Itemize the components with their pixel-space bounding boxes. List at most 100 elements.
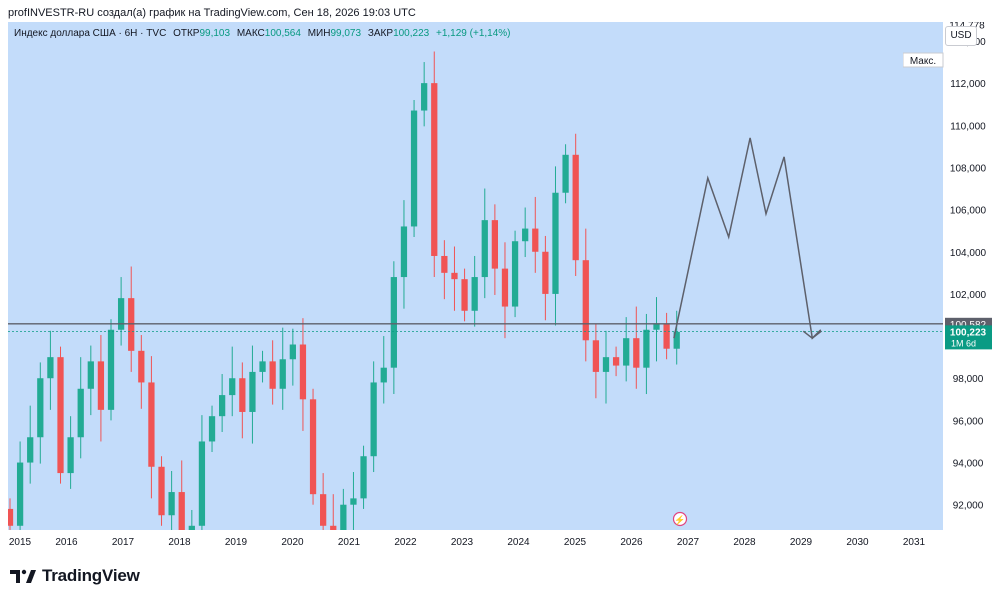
candle — [198, 415, 206, 530]
candle — [320, 473, 327, 530]
candle — [47, 330, 54, 410]
price-chart[interactable]: ⚡ — [8, 22, 943, 530]
tradingview-wordmark: TradingView — [42, 566, 140, 585]
candle — [532, 196, 539, 273]
bar-countdown: 1M 6d — [951, 338, 976, 348]
candle — [178, 460, 185, 530]
candle — [582, 228, 589, 362]
candle — [8, 498, 14, 530]
low-label: МИН — [307, 28, 331, 39]
year-tick-label: 2024 — [507, 537, 530, 548]
max-label-box: Макс. — [903, 52, 944, 68]
candle — [643, 313, 650, 395]
candle — [188, 509, 195, 530]
price-tick-label: 110,000 — [950, 121, 986, 132]
candle — [97, 335, 105, 442]
candle — [117, 277, 125, 346]
price-tick-label: 106,000 — [950, 206, 987, 217]
line-price-value: 100,582 — [950, 320, 987, 331]
candle — [158, 456, 165, 526]
candle — [673, 310, 680, 365]
candle — [562, 144, 569, 204]
candle — [410, 99, 418, 238]
candle — [441, 240, 448, 300]
candle — [542, 235, 549, 321]
year-tick-label: 2023 — [451, 537, 474, 548]
high-value: 100,564 — [264, 28, 301, 39]
currency-button[interactable]: USD — [945, 26, 977, 46]
candle — [148, 356, 155, 499]
candle — [623, 317, 630, 382]
candle — [67, 416, 74, 489]
candle — [37, 362, 44, 464]
candle — [633, 306, 640, 389]
tradingview-logo-icon — [10, 569, 36, 583]
candle — [107, 319, 115, 421]
symbol-legend[interactable]: Индекс доллара США · 6Н · TVC ОТКР99,103… — [14, 28, 511, 39]
year-tick-label: 2015 — [9, 537, 32, 548]
candle — [350, 472, 357, 530]
candle — [289, 328, 296, 386]
candle — [229, 346, 236, 417]
price-tick-label: 104,000 — [950, 248, 987, 259]
candle — [522, 207, 529, 258]
candle — [360, 445, 367, 509]
candle — [663, 312, 670, 360]
candle — [128, 266, 135, 372]
candle — [431, 51, 438, 278]
candle — [491, 204, 499, 295]
open-label: ОТКР — [173, 28, 200, 39]
candle — [481, 188, 488, 299]
candle — [239, 362, 246, 439]
candle — [592, 324, 600, 399]
last-price-value: 100,223 — [950, 327, 987, 338]
year-tick-label: 2025 — [564, 537, 587, 548]
change-value: +1,129 (+1,14%) — [436, 28, 511, 39]
high-label: МАКС — [236, 28, 265, 39]
candle — [400, 200, 408, 309]
price-axis-labels: 92,00094,00096,00098,000100,000102,00010… — [945, 21, 992, 512]
candle — [27, 405, 34, 484]
candle — [57, 346, 64, 484]
close-value: 100,223 — [393, 28, 430, 39]
price-tick-label: 98,000 — [953, 374, 984, 385]
last-price-tag: 100,223 1M 6d — [945, 325, 992, 350]
tradingview-logo[interactable]: TradingView — [10, 566, 140, 586]
candle — [511, 230, 519, 318]
price-tick-label: 94,000 — [953, 459, 984, 470]
year-tick-label: 2026 — [620, 537, 643, 548]
year-tick-label: 2021 — [338, 537, 361, 548]
time-axis-labels: 2015 2016 2017 2018 2019 2020 2021 2022 2023 2024… — [9, 537, 926, 548]
chart-pane[interactable]: ⚡ — [8, 22, 943, 530]
candle — [552, 166, 559, 326]
year-tick-label: 2031 — [903, 537, 926, 548]
candle — [309, 388, 317, 505]
candle — [168, 470, 175, 530]
year-tick-label: 2030 — [846, 537, 869, 548]
symbol-name[interactable]: Индекс доллара США · 6Н · TVC — [14, 28, 167, 39]
candle — [16, 441, 24, 530]
low-value: 99,073 — [330, 28, 362, 39]
projection-arrowhead — [802, 330, 822, 340]
candle — [612, 346, 620, 377]
price-axis[interactable]: 92,00094,00096,00098,000100,000102,00010… — [943, 21, 995, 530]
candle — [471, 255, 478, 327]
chart-author-line: profINVESTR-RU создал(а) график на Tradi… — [8, 7, 416, 19]
lightning-icon: ⚡ — [674, 514, 685, 526]
price-tick-label: 96,000 — [953, 416, 984, 427]
candle — [380, 336, 387, 404]
projection-drawing[interactable] — [673, 137, 822, 340]
candle — [501, 242, 509, 339]
candle — [77, 357, 84, 459]
candle — [421, 62, 428, 127]
candle — [390, 261, 397, 395]
time-axis[interactable]: 2015 2016 2017 2018 2019 2020 2021 2022 2023 2024… — [8, 530, 943, 552]
candle — [451, 246, 458, 311]
year-tick-label: 2019 — [225, 537, 248, 548]
year-tick-label: 2022 — [394, 537, 417, 548]
candle — [653, 297, 660, 362]
candle — [370, 361, 377, 473]
candle — [572, 133, 579, 276]
event-marker[interactable]: ⚡ — [672, 511, 688, 527]
candle — [269, 340, 276, 405]
